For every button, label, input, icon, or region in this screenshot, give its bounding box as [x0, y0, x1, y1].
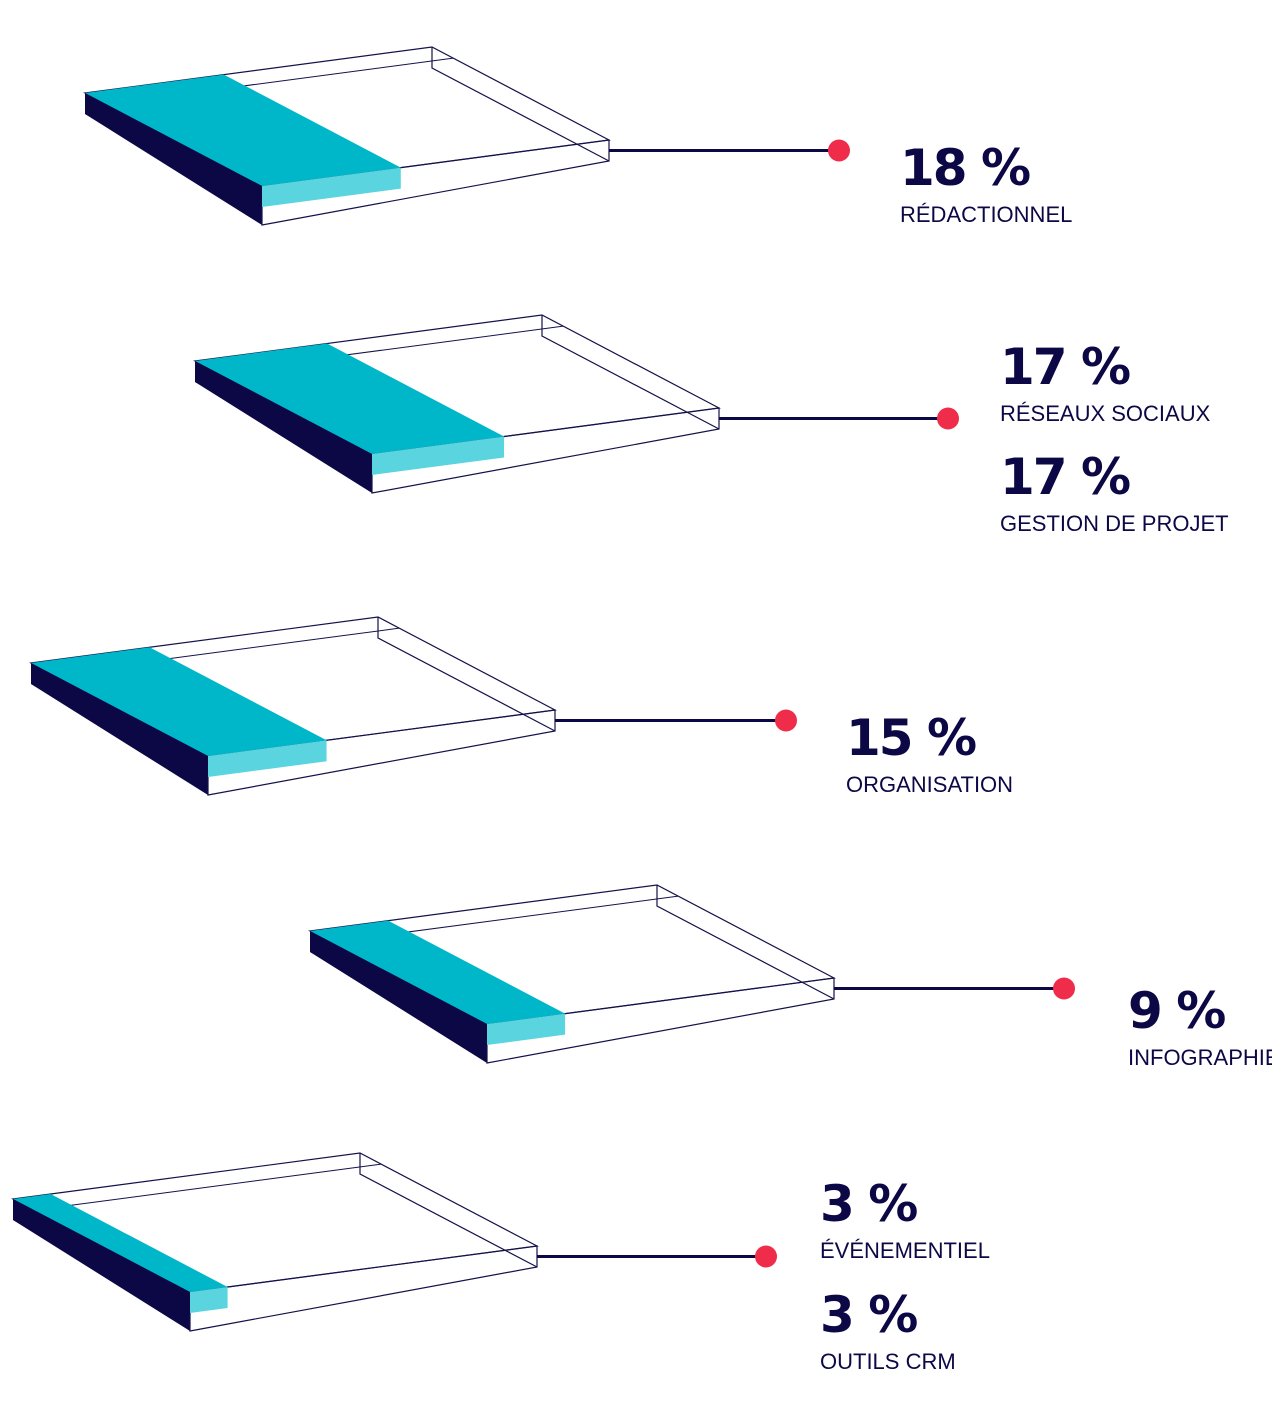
bar-front-2: [372, 436, 505, 475]
slab-front-outline-5: [189, 1245, 538, 1332]
connector-dot-3: [775, 709, 797, 732]
connector-dot-4: [1053, 977, 1075, 1000]
value-label-4-1: 9 %: [1128, 982, 1225, 1040]
category-label-5-2: OUTILS CRM: [820, 1349, 956, 1374]
bar-side-4: [310, 931, 487, 1045]
slab-back-outline-1: [431, 47, 610, 162]
bar-top-2: [195, 343, 505, 454]
bar-side-2: [195, 361, 372, 475]
bar-front-5: [190, 1287, 228, 1313]
category-label-1-1: RÉDACTIONNEL: [900, 202, 1072, 227]
bar-top-4: [310, 920, 566, 1024]
slab-inner-line-5: [34, 1163, 382, 1211]
bar-side-1: [85, 93, 262, 207]
bar-front-3: [208, 740, 327, 777]
value-label-2-2: 17 %: [1000, 448, 1130, 506]
bar-side-3: [31, 663, 208, 777]
slab-back-outline-3: [377, 617, 556, 732]
bar-front-4: [487, 1013, 566, 1045]
category-label-2-1: RÉSEAUX SOCIAUX: [1000, 401, 1211, 426]
value-label-5-2: 3 %: [820, 1286, 917, 1344]
category-label-4-1: INFOGRAPHIE: [1128, 1045, 1272, 1070]
slab-back-outline-4: [656, 885, 835, 1000]
value-label-5-1: 3 %: [820, 1175, 917, 1233]
bar-top-5: [13, 1194, 228, 1292]
value-label-2-1: 17 %: [1000, 338, 1130, 396]
connector-dot-1: [828, 139, 850, 162]
bar-front-1: [262, 167, 401, 207]
slab-back-outline-5: [359, 1153, 538, 1268]
bar-top-1: [85, 74, 401, 186]
bar-top-3: [31, 647, 327, 756]
connector-dot-2: [937, 407, 959, 430]
bar-side-5: [13, 1199, 190, 1313]
category-label-3-1: ORGANISATION: [846, 772, 1013, 797]
value-label-1-1: 18 %: [900, 139, 1030, 197]
value-label-3-1: 15 %: [846, 709, 976, 767]
slab-back-outline-2: [541, 315, 720, 430]
category-label-2-2: GESTION DE PROJET: [1000, 511, 1229, 536]
category-label-5-1: ÉVÉNEMENTIEL: [820, 1238, 990, 1263]
connector-dot-5: [755, 1245, 777, 1268]
